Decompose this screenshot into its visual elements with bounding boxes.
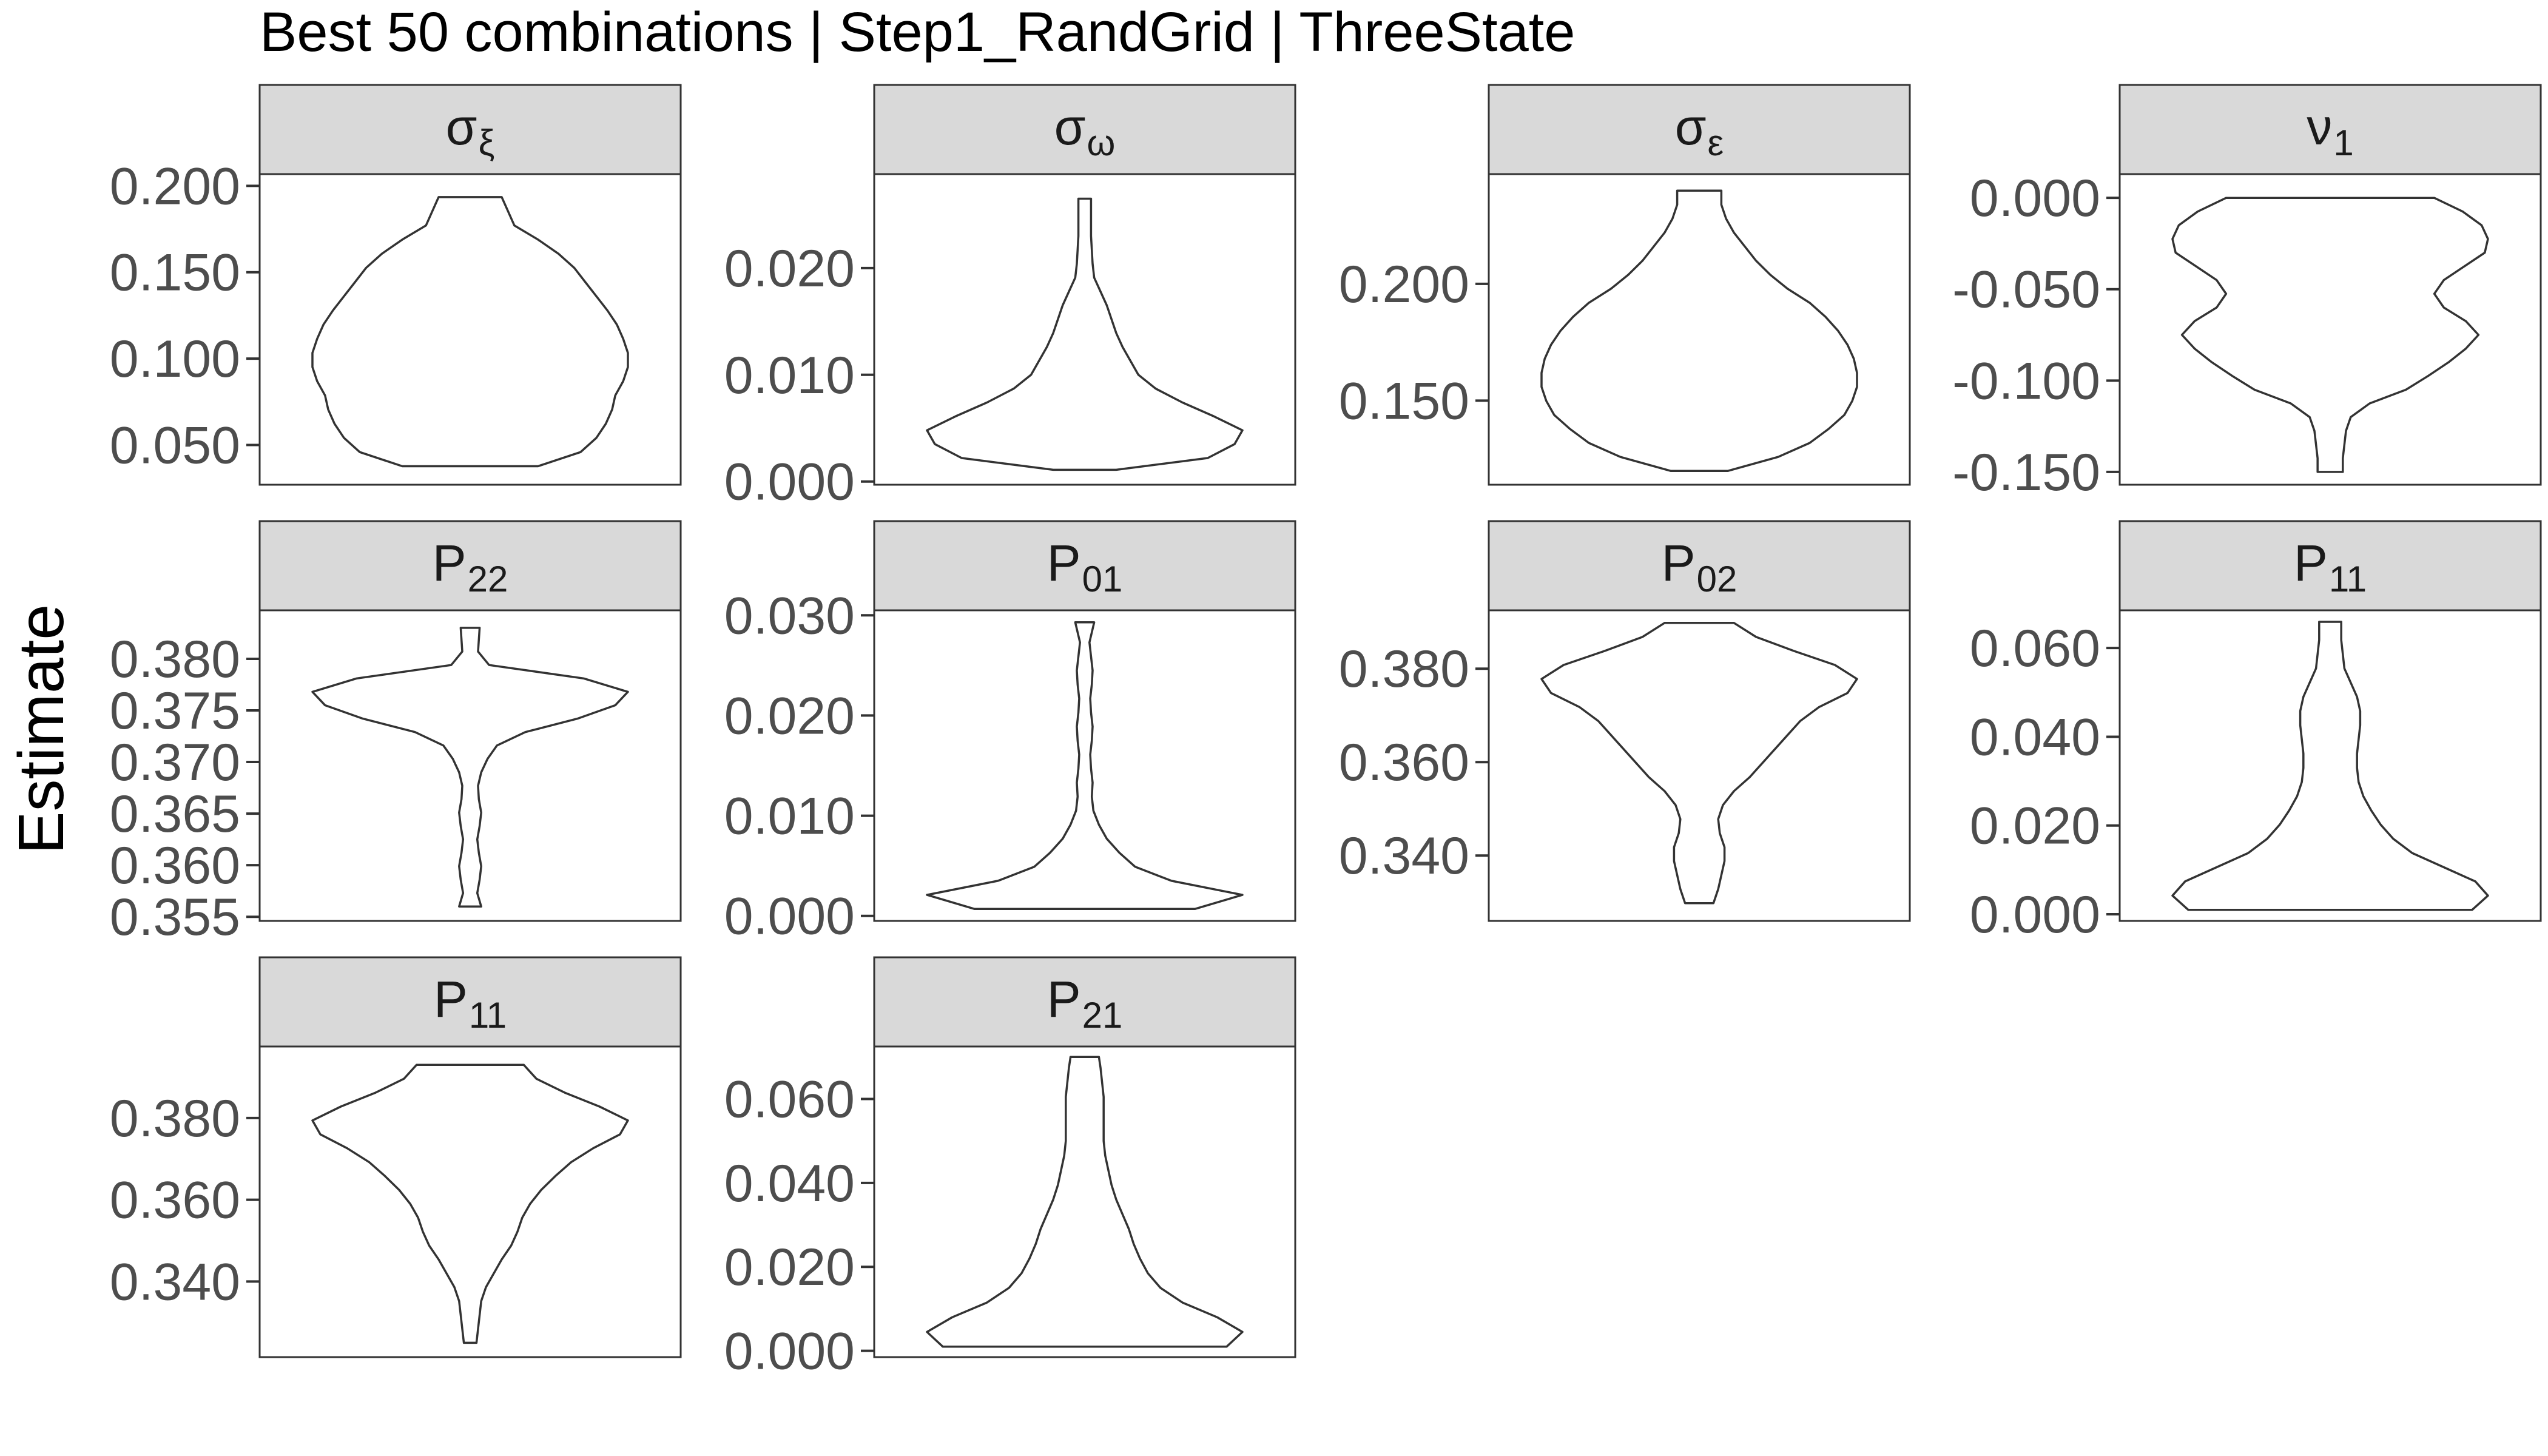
- y-tick-label: 0.380: [1339, 640, 1469, 698]
- y-tick-label: 0.040: [1970, 708, 2100, 766]
- y-tick-label: 0.100: [110, 330, 240, 388]
- facet-panel: P01 0.000 0.010 0.020 0.030: [724, 520, 1296, 946]
- plot-area: [258, 1045, 682, 1358]
- facet-strip-label: P21: [1047, 971, 1123, 1036]
- facet-strip-label: P11: [2294, 534, 2367, 599]
- y-tick-label: 0.365: [110, 785, 240, 843]
- violin-shape: [1540, 189, 1858, 473]
- facet-strip: [1488, 520, 1911, 612]
- facet-panel: P11 0.000 0.020 0.040 0.060: [1970, 520, 2542, 944]
- facet-strip-label: σω: [1054, 98, 1116, 163]
- y-tick-label: 0.200: [1339, 255, 1469, 314]
- plot-area: [2118, 173, 2542, 486]
- plot-area: [873, 1045, 1296, 1358]
- violin-shape: [1540, 622, 1858, 905]
- y-tick-label: 0.355: [110, 888, 240, 946]
- plot-area: [873, 173, 1296, 486]
- y-tick-label: 0.020: [724, 687, 855, 745]
- facet-panel: σω 0.000 0.010 0.020: [724, 84, 1296, 511]
- y-tick-label: 0.375: [110, 682, 240, 740]
- facet-panel: P11 0.340 0.360 0.380: [110, 956, 682, 1358]
- y-tick-label: -0.050: [1952, 261, 2100, 319]
- facet-strip-label: σε: [1675, 98, 1724, 163]
- facet-strip: [258, 956, 682, 1048]
- y-tick-label: 0.200: [110, 157, 240, 215]
- y-tick-label: 0.000: [724, 1323, 855, 1381]
- y-tick-label: 0.340: [1339, 827, 1469, 885]
- facet-panel: σε 0.150 0.200: [1339, 84, 1911, 486]
- y-tick-label: 0.000: [1970, 169, 2100, 228]
- facet-strip: [2118, 520, 2542, 612]
- facet-strip: [873, 956, 1296, 1048]
- violin-shape: [311, 196, 629, 468]
- y-axis-label: Estimate: [5, 604, 77, 854]
- y-tick-label: 0.380: [110, 630, 240, 689]
- y-tick-label: 0.360: [110, 1171, 240, 1230]
- plot-area: [873, 609, 1296, 922]
- facet-strip: [258, 520, 682, 612]
- facet-strip-label: P01: [1047, 534, 1123, 599]
- facet-strip-label: ν1: [2307, 98, 2353, 163]
- violin-shape: [926, 621, 1244, 910]
- y-tick-label: 0.150: [1339, 372, 1469, 430]
- facet-panel: P02 0.340 0.360 0.380: [1339, 520, 1911, 922]
- violin-shape: [926, 1056, 1244, 1348]
- violin-shape: [2171, 197, 2489, 473]
- y-tick-label: 0.000: [1970, 886, 2100, 944]
- plot-area: [1488, 609, 1911, 922]
- plot-area: [258, 609, 682, 922]
- violin-shape: [926, 197, 1244, 471]
- y-tick-label: 0.060: [1970, 619, 2100, 678]
- facet-strip: [258, 84, 682, 175]
- y-tick-label: 0.040: [724, 1154, 855, 1213]
- facet-strip-label: σξ: [446, 98, 495, 163]
- y-tick-label: 0.020: [724, 240, 855, 298]
- y-tick-label: 0.020: [1970, 797, 2100, 855]
- y-tick-label: 0.000: [724, 453, 855, 511]
- facet-panels: σξ0.0500.1000.1500.200σω0.0000.0100.020σ…: [110, 84, 2542, 1381]
- y-tick-label: 0.360: [110, 837, 240, 895]
- y-tick-label: 0.010: [724, 346, 855, 405]
- facet-strip-label: P02: [1662, 534, 1737, 599]
- facet-strip: [2118, 84, 2542, 175]
- y-tick-label: -0.150: [1952, 443, 2100, 502]
- y-tick-label: 0.340: [110, 1253, 240, 1311]
- y-tick-label: 0.050: [110, 417, 240, 475]
- y-tick-label: 0.060: [724, 1070, 855, 1128]
- plot-area: [258, 173, 682, 486]
- y-tick-label: 0.000: [724, 888, 855, 946]
- y-tick-label: 0.380: [110, 1090, 240, 1148]
- facet-panel: P21 0.000 0.020 0.040 0.060: [724, 956, 1296, 1381]
- plot-area: [1488, 173, 1911, 486]
- y-tick-label: 0.030: [724, 587, 855, 645]
- y-tick-label: 0.370: [110, 733, 240, 792]
- facet-panel: ν1 -0.150 -0.100 -0.050 0.000: [1952, 84, 2542, 502]
- facet-strip-label: P22: [433, 534, 508, 599]
- violin-shape: [2171, 621, 2489, 911]
- y-tick-label: 0.010: [724, 787, 855, 846]
- facet-panel: σξ 0.050 0.100 0.150 0.200: [110, 84, 682, 486]
- y-tick-label: 0.150: [110, 244, 240, 302]
- y-tick-label: 0.020: [724, 1238, 855, 1296]
- y-tick-label: -0.100: [1952, 352, 2100, 410]
- chart-title: Best 50 combinations | Step1_RandGrid | …: [260, 1, 1575, 63]
- facet-strip: [1488, 84, 1911, 175]
- plot-area: [2118, 609, 2542, 922]
- facet-strip-label: P11: [434, 971, 507, 1036]
- violin-shape: [311, 627, 629, 908]
- violin-shape: [311, 1063, 629, 1344]
- y-tick-label: 0.360: [1339, 733, 1469, 792]
